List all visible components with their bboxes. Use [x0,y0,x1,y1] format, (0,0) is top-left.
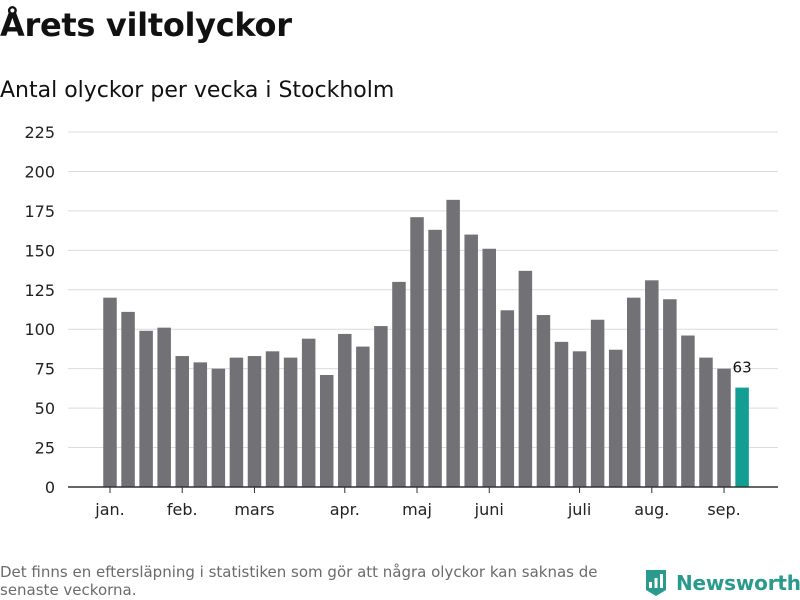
bar [428,229,442,488]
x-tick-label: maj [402,500,432,519]
bar [608,349,623,487]
x-axis [68,486,778,493]
bar [518,270,533,487]
y-tick-label: 175 [24,202,55,221]
y-tick-label: 225 [24,123,55,142]
x-tick-label: apr. [330,500,360,519]
bar [590,319,605,487]
bar [446,199,460,487]
y-tick-label: 75 [35,360,55,379]
bar [699,357,713,487]
bar [645,280,659,487]
bar [301,338,316,487]
bar [626,297,641,487]
chart-title: Årets viltolyckor [0,6,292,44]
bar [283,357,298,487]
data-labels: 63 [733,359,752,377]
bar [247,356,262,487]
y-tick-label: 125 [24,281,55,300]
bar [265,351,280,487]
bar [319,374,334,487]
x-tick-label: aug. [634,500,669,519]
bar [500,310,515,487]
bar [229,357,244,487]
bar [374,326,388,487]
chart-subtitle: Antal olyckor per vecka i Stockholm [0,78,395,103]
bar [572,351,587,487]
y-tick-label: 50 [35,399,55,418]
bar [121,311,135,487]
newsworthy-logo-icon [646,570,666,596]
y-tick-label: 150 [24,241,55,260]
y-tick-label: 25 [35,439,55,458]
x-tick-label: juni [474,500,504,519]
y-tick-label: 0 [45,478,55,497]
y-tick-label: 100 [24,320,55,339]
x-tick-label: sep. [707,500,740,519]
x-tick-label: juli [567,500,591,519]
bar [211,368,226,487]
x-tick-label: feb. [167,500,198,519]
x-tick-label: jan. [94,500,124,519]
bar [681,335,695,487]
bar [338,333,352,487]
y-tick-label: 200 [24,162,55,181]
highlight-bar [735,387,749,487]
x-tick-label: mars [234,500,274,519]
bar [410,217,424,487]
bar [175,356,189,487]
bar [464,234,478,487]
footnote: Det finns en eftersläpning i statistiken… [0,563,598,599]
bar-chart: 0 25 50 75 100 125 150 175 200 225 jan. feb. mars ap… [24,123,778,519]
y-axis-tick-labels: 0 25 50 75 100 125 150 175 200 225 [24,123,55,497]
bar [554,341,569,487]
bar [392,281,406,487]
bar [482,248,497,487]
bar [717,368,731,487]
bar [193,362,208,487]
bar [356,346,370,487]
bar [663,299,677,487]
bar [157,327,171,487]
brand-name: Newsworthy [676,571,800,595]
bars [103,199,749,488]
brand-logo: Newsworthy [644,568,800,598]
bar [103,297,117,487]
bar [536,315,551,487]
x-axis-tick-labels: jan. feb. mars apr. maj juni juli aug. sep. [94,500,740,519]
highlight-value-label: 63 [733,359,752,377]
bar [139,330,153,487]
